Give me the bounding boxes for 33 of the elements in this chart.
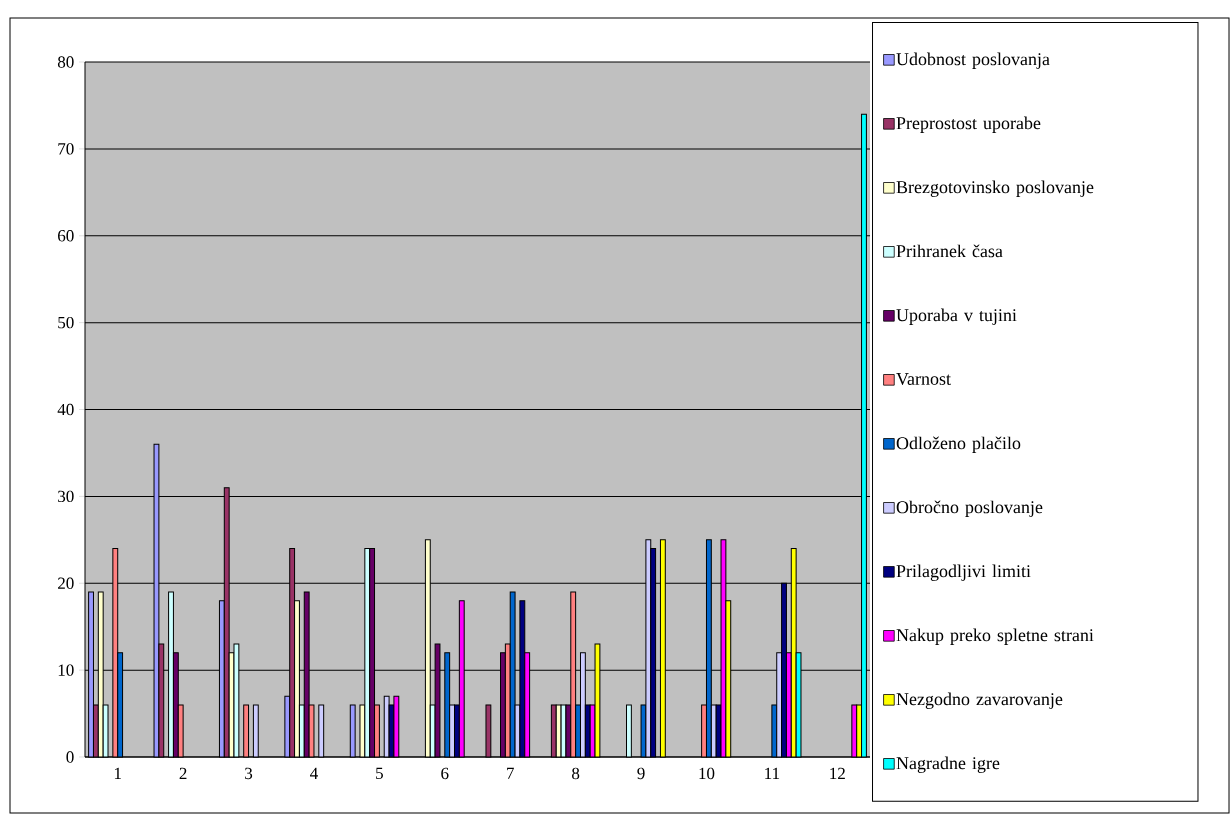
legend-label: Uporaba v tujini xyxy=(896,308,1017,325)
legend-label: Prihranek časa xyxy=(896,244,1003,258)
legend-label: Nakup preko spletne strani xyxy=(896,628,1094,645)
legend-label: Odloženo plačilo xyxy=(896,436,1021,453)
x-tick-label: 12 xyxy=(830,767,845,779)
x-tick-label: 8 xyxy=(572,767,580,780)
y-tick-label: 50 xyxy=(58,316,74,329)
x-tick-label: 11 xyxy=(765,767,780,779)
x-tick-label: 2 xyxy=(179,767,187,779)
x-tick-label: 4 xyxy=(310,767,318,779)
x-tick-label: 1 xyxy=(114,767,121,779)
x-tick-label: 10 xyxy=(699,767,715,780)
x-tick-label: 5 xyxy=(376,767,383,780)
y-tick-label: 80 xyxy=(57,56,74,68)
y-tick-label: 40 xyxy=(57,403,74,416)
y-tick-label: 10 xyxy=(58,664,74,676)
y-tick-label: 20 xyxy=(58,577,74,589)
legend-label: Preprostost uporabe xyxy=(896,116,1041,133)
y-tick-label: 0 xyxy=(66,751,74,763)
legend-label: Varnost xyxy=(896,372,951,386)
x-tick-label: 6 xyxy=(441,767,449,780)
legend-label: Prilagodljivi limiti xyxy=(896,564,1031,581)
x-tick-label: 3 xyxy=(245,767,253,780)
legend-label: Obročno poslovanje xyxy=(896,500,1043,517)
y-tick-label: 70 xyxy=(58,143,74,155)
legend-label: Nezgodno zavarovanje xyxy=(896,692,1063,709)
y-tick-label: 30 xyxy=(58,490,74,503)
y-tick-label: 60 xyxy=(58,230,74,242)
x-tick-label: 7 xyxy=(507,767,514,779)
legend-label: Udobnost poslovanja xyxy=(896,52,1050,69)
x-tick-label: 9 xyxy=(637,767,645,780)
legend-label: Brezgotovinsko poslovanje xyxy=(896,180,1094,197)
legend-label: Nagradne igre xyxy=(896,756,1000,773)
